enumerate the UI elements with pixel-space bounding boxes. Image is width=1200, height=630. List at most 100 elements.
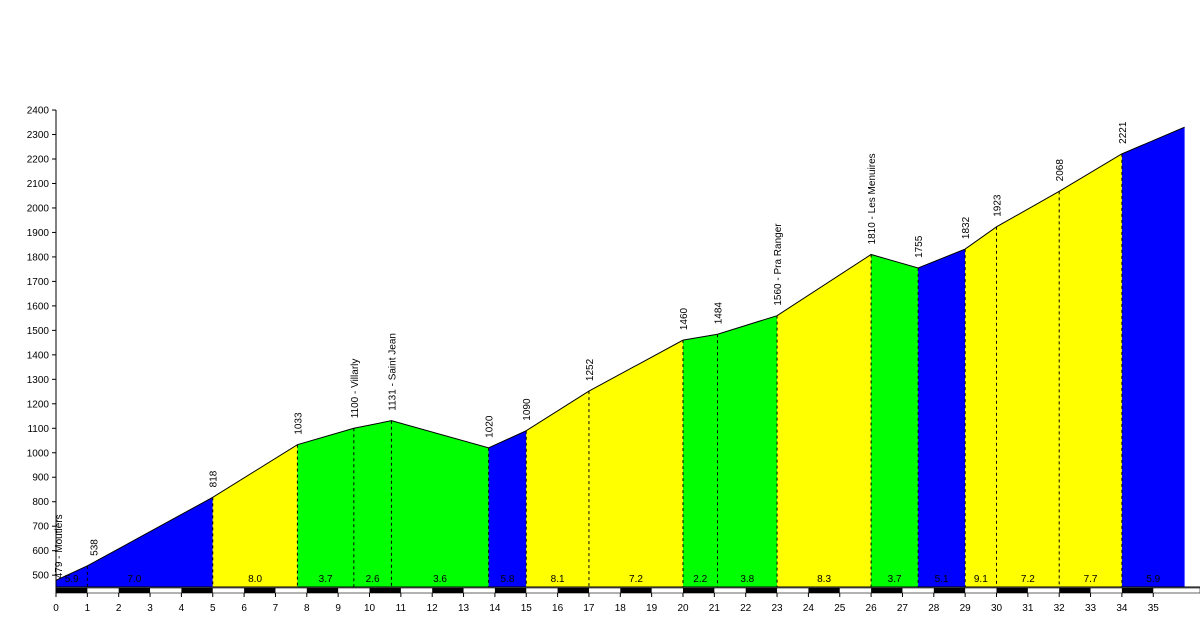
gradient-label: 8.3	[817, 574, 831, 585]
y-tick-label: 900	[32, 473, 49, 484]
segment-fill	[212, 444, 298, 587]
x-tick-label: 5	[210, 603, 216, 614]
elevation-label: 1755	[914, 235, 925, 258]
scale-bar-block	[56, 588, 88, 593]
profile-outline	[55, 126, 1185, 581]
elevation-label: 1033	[293, 412, 304, 435]
scale-bar-block	[118, 588, 151, 593]
segment-fill	[56, 497, 213, 587]
segment-fill	[526, 340, 683, 587]
x-tick-label: 15	[521, 603, 533, 614]
y-tick-label: 2300	[27, 130, 50, 141]
x-tick-label: 7	[273, 603, 279, 614]
elevation-label: 1923	[993, 194, 1004, 217]
elevation-label: 1560 - Pra Ranger	[773, 223, 784, 306]
scale-bar-block	[808, 588, 840, 593]
segment-fill	[871, 254, 919, 588]
scale-bar-block	[1059, 588, 1091, 593]
x-tick-label: 23	[771, 603, 783, 614]
x-tick-label: 3	[147, 603, 153, 614]
x-tick-label: 31	[1022, 603, 1034, 614]
y-tick-label: 1900	[27, 228, 50, 239]
y-tick-label: 1500	[27, 326, 50, 337]
gradient-label: 7.2	[1021, 574, 1035, 585]
y-tick-label: 1300	[27, 375, 50, 386]
elevation-label: 1020	[485, 415, 496, 438]
x-tick-label: 29	[960, 603, 972, 614]
elevation-label: 479 - Moutiers	[54, 514, 65, 578]
x-tick-label: 35	[1148, 603, 1160, 614]
elevation-label: 2068	[1055, 159, 1066, 182]
scale-bar-block	[494, 588, 527, 593]
segment-fill	[683, 315, 778, 587]
profile-line	[55, 126, 1185, 581]
gradient-label: 7.7	[1084, 574, 1098, 585]
y-tick-label: 2400	[27, 106, 50, 117]
gradient-label: 5.1	[935, 574, 949, 585]
y-tick-label: 1100	[27, 424, 49, 435]
x-tick-label: 6	[241, 603, 247, 614]
scale-bar-block	[369, 588, 401, 593]
y-tick-label: 600	[32, 546, 49, 557]
gradient-label: 5.9	[65, 574, 79, 585]
y-tick-label: 700	[32, 522, 49, 533]
x-tick-label: 22	[740, 603, 752, 614]
x-tick-label: 17	[583, 603, 595, 614]
x-tick-label: 10	[364, 603, 376, 614]
elevation-label: 2221	[1118, 121, 1129, 144]
scale-bar-block	[745, 588, 778, 593]
elevation-label: 1810 - Les Menuires	[867, 153, 878, 244]
gradient-label: 3.7	[888, 574, 902, 585]
x-tick-label: 18	[615, 603, 627, 614]
y-tick-label: 500	[32, 571, 49, 582]
gradient-label: 3.8	[740, 574, 754, 585]
x-tick-label: 8	[304, 603, 310, 614]
gradient-label: 5.9	[1146, 574, 1160, 585]
x-tick-label: 33	[1085, 603, 1097, 614]
elevation-label: 1832	[961, 216, 972, 239]
x-tick-label: 9	[335, 603, 341, 614]
y-tick-label: 2200	[27, 155, 50, 166]
elevation-label: 1090	[522, 398, 533, 421]
y-tick-label: 1200	[27, 399, 50, 410]
point-labels: 479 - Moutiers 538 818 1033 1100 - Villarly 1…	[54, 121, 1129, 578]
gradient-label: 2.2	[693, 574, 707, 585]
segment-fill	[1121, 127, 1185, 588]
y-tick-label: 1400	[27, 350, 50, 361]
scale-bar-block	[244, 588, 276, 593]
elevation-label: 538	[89, 539, 100, 556]
scale-bar-block	[996, 588, 1028, 593]
segment-fill	[965, 153, 1122, 588]
distance-scale-bar	[55, 586, 1200, 594]
x-tick-label: 21	[709, 603, 721, 614]
gradient-label: 3.7	[319, 574, 333, 585]
gradient-label: 8.0	[248, 574, 262, 585]
x-tick-label: 12	[427, 603, 439, 614]
segment-fill	[488, 430, 527, 587]
gradient-label: 7.0	[127, 574, 141, 585]
x-tick-label: 25	[834, 603, 846, 614]
elevation-label: 818	[209, 470, 220, 487]
elevation-label: 1484	[713, 302, 724, 325]
segment-dividers	[86, 153, 1123, 587]
y-axis: 500 600 700 800 900 1000 1100 1200 1300 1400 1500 1…	[27, 106, 57, 596]
scale-bar-block	[871, 588, 903, 593]
scale-bar-block	[432, 588, 464, 593]
x-tick-label: 30	[991, 603, 1003, 614]
y-tick-label: 1600	[27, 301, 50, 312]
y-tick-label: 1000	[27, 448, 50, 459]
gradient-label: 8.1	[551, 574, 565, 585]
x-tick-label: 20	[677, 603, 689, 614]
x-tick-label: 13	[458, 603, 470, 614]
x-tick-label: 24	[803, 603, 815, 614]
scale-bar-block	[620, 588, 652, 593]
segment-fill	[297, 420, 489, 587]
x-tick-label: 27	[897, 603, 909, 614]
gradient-label: 3.6	[433, 574, 447, 585]
y-tick-label: 2000	[27, 203, 50, 214]
x-axis: 0 1 2 3 4 5 6 7 8 9 10 11 12 13 14 15 16 17 18 19 20 21 22 23 24…	[53, 593, 1159, 614]
x-tick-label: 32	[1054, 603, 1066, 614]
gradient-label: 7.2	[629, 574, 643, 585]
y-tick-label: 2100	[27, 179, 50, 190]
